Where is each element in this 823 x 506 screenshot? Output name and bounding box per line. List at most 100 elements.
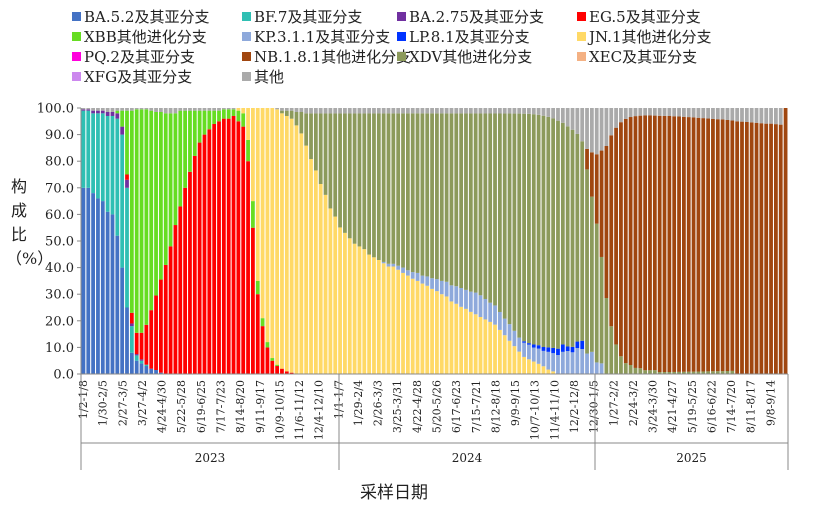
bar-segment xyxy=(362,249,367,374)
bar-segment xyxy=(159,279,163,373)
bar-segment xyxy=(430,108,434,114)
bar-segment xyxy=(594,108,599,155)
bar-segment xyxy=(425,285,430,374)
bar-segment xyxy=(255,108,260,281)
bar-segment xyxy=(96,110,100,114)
bar-segment xyxy=(497,311,502,330)
bar-segment xyxy=(299,112,304,134)
x-tick-label: 11/4-11/10 xyxy=(548,380,561,440)
x-tick-label: 5/22-5/28 xyxy=(175,380,188,433)
bar-segment xyxy=(536,363,541,374)
legend-item: EG.5及其亚分支 xyxy=(577,6,701,26)
legend-item: XEC及其亚分支 xyxy=(577,46,697,66)
bar-segment xyxy=(488,302,493,322)
bar-segment xyxy=(110,108,115,112)
bar-segment xyxy=(488,108,493,114)
bar-segment xyxy=(105,111,110,116)
bar-segment xyxy=(139,108,144,110)
x-axis-title: 采样日期 xyxy=(360,483,428,503)
bar-segment xyxy=(633,108,638,117)
bar-segment xyxy=(570,352,575,374)
y-tick-label: 0.0 xyxy=(53,368,74,383)
bar-segment xyxy=(454,108,459,114)
legend-label: JN.1其他进化分支 xyxy=(589,27,712,46)
bar-segment xyxy=(643,370,648,374)
bar-segment xyxy=(623,363,628,374)
bar-segment xyxy=(323,113,328,195)
bar-segment xyxy=(512,346,517,374)
bar-segment xyxy=(522,108,526,114)
bar-segment xyxy=(527,343,531,345)
legend-item: BA.5.2及其亚分支 xyxy=(72,6,209,26)
bar-segment xyxy=(507,113,512,325)
x-tick-label: 4/22-4/28 xyxy=(411,380,424,433)
bar-segment xyxy=(396,113,401,266)
bar-segment xyxy=(536,108,541,115)
legend-item: BA.2.75及其亚分支 xyxy=(397,6,544,26)
y-tick-label: 100.0 xyxy=(37,102,74,117)
bar-segment xyxy=(512,108,517,114)
bar-segment xyxy=(115,108,120,111)
x-tick-label: 3/25-3/31 xyxy=(391,380,404,433)
legend-label: PQ.2及其亚分支 xyxy=(84,47,195,66)
bar-segment xyxy=(657,115,662,373)
bar-segment xyxy=(580,340,585,350)
bar-segment xyxy=(715,119,720,372)
bar-segment xyxy=(435,279,439,292)
bar-segment xyxy=(541,347,546,351)
bar-segment xyxy=(672,371,677,374)
x-tick-label: 4/21-4/27 xyxy=(666,380,679,433)
bar-segment xyxy=(556,355,560,374)
bar-segment xyxy=(560,351,565,374)
bar-segment xyxy=(294,112,299,126)
bar-segment xyxy=(396,265,401,270)
legend-swatch xyxy=(242,51,251,61)
x-tick-label: 1/30-2/5 xyxy=(97,380,110,426)
bar-segment xyxy=(565,351,570,374)
bar-segment xyxy=(439,113,444,281)
bar-segment xyxy=(96,113,100,199)
bar-segment xyxy=(280,110,284,114)
bar-segment xyxy=(720,108,725,120)
bar-segment xyxy=(459,108,464,114)
bar-segment xyxy=(120,108,125,111)
bar-segment xyxy=(507,108,512,114)
bar-segment xyxy=(144,366,149,374)
legend-item: XFG及其亚分支 xyxy=(72,66,192,86)
bar-segment xyxy=(614,344,618,374)
bar-segment xyxy=(502,318,507,336)
bar-segment xyxy=(284,371,289,374)
bar-segment xyxy=(667,372,672,374)
legend-label: BA.2.75及其亚分支 xyxy=(409,7,545,26)
bar-segment xyxy=(163,108,168,114)
bar-segment xyxy=(125,187,129,308)
bar-segment xyxy=(144,324,149,365)
bar-segment xyxy=(226,118,231,374)
bar-segment xyxy=(323,194,328,374)
bar-segment xyxy=(280,113,284,369)
bar-segment xyxy=(367,254,372,374)
bar-segment xyxy=(284,110,289,116)
bar-segment xyxy=(270,360,275,374)
bar-segment xyxy=(221,118,226,374)
bar-segment xyxy=(531,108,536,115)
legend-swatch xyxy=(72,71,81,81)
bar-segment xyxy=(221,108,226,110)
bar-segment xyxy=(638,368,643,374)
legend-swatch xyxy=(242,31,251,41)
legend-label: EG.5及其亚分支 xyxy=(589,7,701,26)
bar-segment xyxy=(270,358,275,361)
bar-segment xyxy=(488,321,493,374)
bar-segment xyxy=(430,278,434,289)
bar-segment xyxy=(565,126,570,347)
bar-segment xyxy=(352,243,357,374)
bar-segment xyxy=(202,108,207,111)
bar-segment xyxy=(313,108,318,114)
bar-segment xyxy=(217,121,221,374)
bar-segment xyxy=(531,347,536,362)
year-label: 2025 xyxy=(676,451,707,465)
bar-segment xyxy=(105,108,110,112)
bar-segment xyxy=(623,118,628,364)
bar-segment xyxy=(86,187,91,374)
